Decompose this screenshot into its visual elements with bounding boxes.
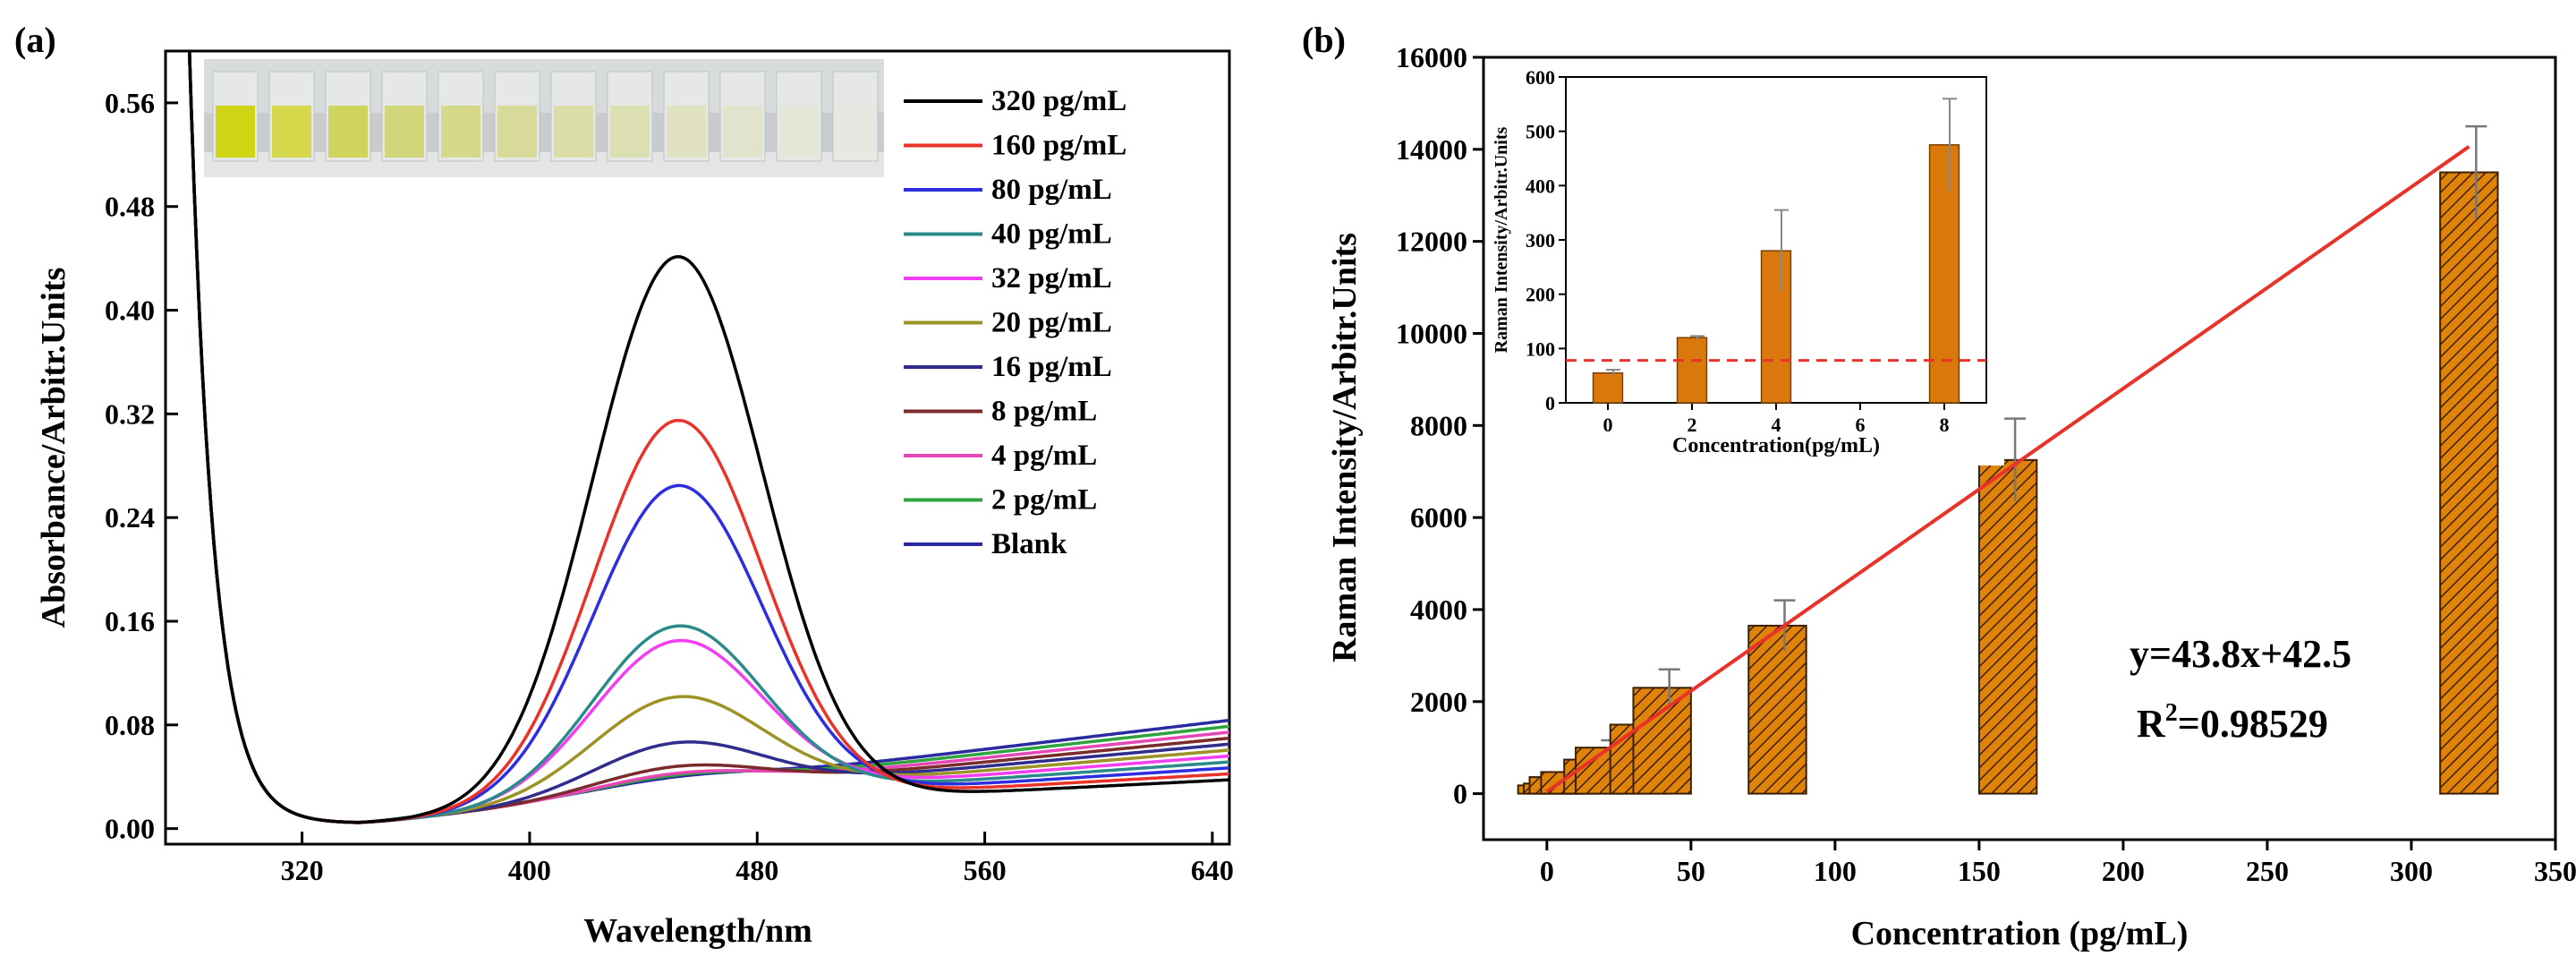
inset-bar bbox=[1592, 371, 1624, 404]
inset-x-tick-label: 4 bbox=[1772, 414, 1781, 436]
panel-a-y-tick-label: 0.00 bbox=[105, 813, 155, 845]
panel-a-x-tick-label: 560 bbox=[964, 854, 1007, 886]
legend-entry: 2 pg/mL bbox=[991, 484, 1097, 517]
panel-b-x-tick-label: 200 bbox=[2102, 855, 2145, 887]
legend-entry: 320 pg/mL bbox=[991, 85, 1126, 117]
panel-b-x-tick-label: 150 bbox=[1958, 855, 2001, 887]
panel-a-plot-frame bbox=[164, 49, 1231, 846]
fit-equation: y=43.8x+42.5 bbox=[2130, 632, 2351, 676]
inset-y-tick-label: 400 bbox=[1526, 175, 1555, 197]
panel-b-y-tick-label: 0 bbox=[1453, 778, 1467, 810]
legend-entry: 40 pg/mL bbox=[991, 218, 1112, 251]
legend-entry: 4 pg/mL bbox=[991, 440, 1097, 472]
raman-bar bbox=[1747, 624, 1807, 795]
panel-a-y-tick-label: 0.32 bbox=[105, 397, 155, 430]
inset-y-tick-label: 300 bbox=[1526, 229, 1555, 252]
vials-photo bbox=[204, 59, 884, 177]
inset-x-tick-label: 8 bbox=[1940, 414, 1950, 436]
panel-b-chart: 0 50 100 150 200 250 300 3500200040006000800010… bbox=[1326, 41, 2576, 952]
inset-bar bbox=[1676, 337, 1708, 404]
fit-r-squared: R2=0.98529 bbox=[2137, 699, 2328, 746]
panel-b-x-tick-label: 250 bbox=[2246, 855, 2289, 887]
panel-a-y-axis-label: Absorbance/Arbitr.Units bbox=[35, 268, 72, 628]
inset-x-tick-label: 2 bbox=[1688, 414, 1697, 436]
panel-b-y-axis-label: Raman Intensity/Arbitr.Units bbox=[1326, 233, 1364, 662]
panel-b-plot-frame bbox=[1482, 56, 2557, 841]
fit-line bbox=[1545, 145, 2470, 794]
raman-bar bbox=[2439, 171, 2499, 795]
legend-entry: 80 pg/mL bbox=[991, 174, 1112, 206]
panel-a-y-tick-label: 0.08 bbox=[105, 709, 155, 741]
panel-a-label: (a) bbox=[14, 20, 56, 60]
legend-entry: Blank bbox=[991, 528, 1067, 560]
inset-y-tick-label: 600 bbox=[1526, 66, 1555, 89]
panel-b-y-tick-label: 12000 bbox=[1396, 226, 1467, 258]
raman-bar bbox=[1632, 687, 1692, 795]
inset-x-tick-label: 6 bbox=[1856, 414, 1866, 436]
panel-b-x-axis-label: Concentration (pg/mL) bbox=[1851, 915, 2189, 952]
panel-b-x-tick-label: 50 bbox=[1677, 855, 1705, 887]
panel-a-y-tick-label: 0.24 bbox=[105, 501, 155, 534]
r2-exponent: 2 bbox=[2165, 699, 2178, 727]
panel-b-y-tick-label: 2000 bbox=[1410, 686, 1467, 718]
panel-a-y-tick-label: 0.48 bbox=[105, 191, 155, 223]
inset-y-tick-label: 200 bbox=[1526, 284, 1555, 306]
panel-a-y-tick-label: 0.40 bbox=[105, 295, 155, 327]
panel-b-y-tick-label: 8000 bbox=[1410, 409, 1467, 441]
panel-b-y-tick-label: 10000 bbox=[1396, 317, 1467, 349]
inset-y-axis-label: Raman Intensity/Arbitr.Units bbox=[1492, 126, 1511, 353]
panel-b-x-tick-label: 350 bbox=[2534, 855, 2576, 887]
panel-a-legend: 320 pg/mL 160 pg/mL 80 pg/mL 40 pg/mL 32 pg/… bbox=[904, 85, 1126, 560]
inset-x-axis-label: Concentration(pg/mL) bbox=[1672, 434, 1880, 457]
panel-b-y-tick-label: 16000 bbox=[1396, 41, 1467, 73]
panel-a-y-tick-label: 0.16 bbox=[105, 605, 155, 637]
inset-y-tick-label: 500 bbox=[1526, 121, 1555, 143]
legend-entry: 16 pg/mL bbox=[991, 351, 1112, 383]
panel-a-x-axis-label: Wavelength/nm bbox=[583, 912, 812, 950]
r2-prefix: R bbox=[2137, 702, 2166, 746]
panel-a-x-tick-label: 400 bbox=[508, 854, 551, 886]
panel-b-y-tick-label: 6000 bbox=[1410, 501, 1467, 534]
panel-a-x-tick-label: 480 bbox=[735, 854, 778, 886]
legend-entry: 32 pg/mL bbox=[991, 262, 1112, 295]
r2-value: =0.98529 bbox=[2178, 702, 2328, 746]
panel-a-y-tick-label: 0.56 bbox=[105, 87, 155, 119]
inset-y-tick-label: 0 bbox=[1545, 392, 1555, 414]
inset-chart: 0 2 4 6 8 0 100 200 300 400 500 600 Concentration(p… bbox=[1492, 66, 2004, 465]
panel-b-x-tick-label: 300 bbox=[2390, 855, 2433, 887]
inset-bar bbox=[1928, 144, 1960, 404]
panel-a-x-tick-label: 640 bbox=[1191, 854, 1234, 886]
panel-b-y-tick-label: 4000 bbox=[1410, 594, 1467, 626]
inset-x-tick-label: 0 bbox=[1603, 414, 1613, 436]
panel-b-label: (b) bbox=[1302, 20, 1346, 60]
raman-bar bbox=[1977, 458, 2038, 795]
inset-y-tick-label: 100 bbox=[1526, 337, 1555, 360]
absorbance-curve bbox=[187, 51, 1229, 824]
legend-entry: 8 pg/mL bbox=[991, 396, 1097, 428]
legend-entry: 20 pg/mL bbox=[991, 307, 1112, 339]
panel-b-y-tick-label: 14000 bbox=[1396, 133, 1467, 166]
legend-entry: 160 pg/mL bbox=[991, 130, 1126, 162]
panel-a-chart: 320 400 480 560 640 0.00 0.08 0.16 0.24 0.32 0.40 0… bbox=[35, 49, 1234, 950]
inset-bar bbox=[1760, 250, 1792, 404]
panel-a-x-tick-label: 320 bbox=[281, 854, 324, 886]
panel-b-x-tick-label: 0 bbox=[1540, 855, 1554, 887]
panel-b-x-tick-label: 100 bbox=[1814, 855, 1857, 887]
